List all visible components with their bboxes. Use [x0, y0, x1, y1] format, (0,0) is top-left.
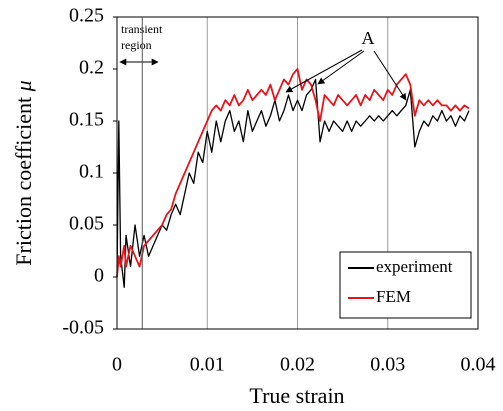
x-axis-label: True strain	[249, 383, 344, 408]
lines	[116, 68, 470, 289]
annotations: transient region A	[119, 17, 407, 329]
series-line	[116, 78, 470, 289]
y-axis-label-symbol: μ	[11, 80, 36, 92]
y-tick-label: -0.05	[62, 317, 104, 339]
legend-box	[339, 251, 472, 319]
x-tick-label: 0.04	[461, 354, 496, 376]
y-tick-label: 0.15	[69, 109, 104, 131]
annotation-text: region	[121, 38, 152, 52]
x-tick-label: 0.01	[190, 354, 225, 376]
x-tick-label: 0.02	[280, 354, 315, 376]
y-axis-label-text: Friction coefficient	[11, 97, 36, 266]
y-tick-label: 0.2	[79, 57, 104, 79]
legend-label: experiment	[376, 257, 453, 276]
annotation-arrow	[285, 49, 363, 93]
annotation-arrow	[373, 50, 407, 101]
x-tick-label: 0	[112, 354, 122, 376]
x-tick-label: 0.03	[370, 354, 405, 376]
y-tick-label: 0.1	[79, 161, 104, 183]
ticks: 0 0.01 0.02 0.03 0.04 -0.05 0 0.05 0.1 0.15 0.2 0.2…	[62, 5, 495, 376]
y-tick-label: 0	[94, 265, 104, 287]
legend: experiment FEM	[339, 251, 472, 319]
annotation-text: A	[362, 28, 375, 48]
y-axis-label: Friction coefficient μ	[11, 80, 36, 265]
series-line	[116, 68, 470, 278]
y-tick-label: 0.05	[69, 213, 104, 235]
y-tick-label: 0.25	[69, 5, 104, 27]
annotation-arrow	[317, 50, 365, 85]
legend-label: FEM	[376, 287, 411, 306]
